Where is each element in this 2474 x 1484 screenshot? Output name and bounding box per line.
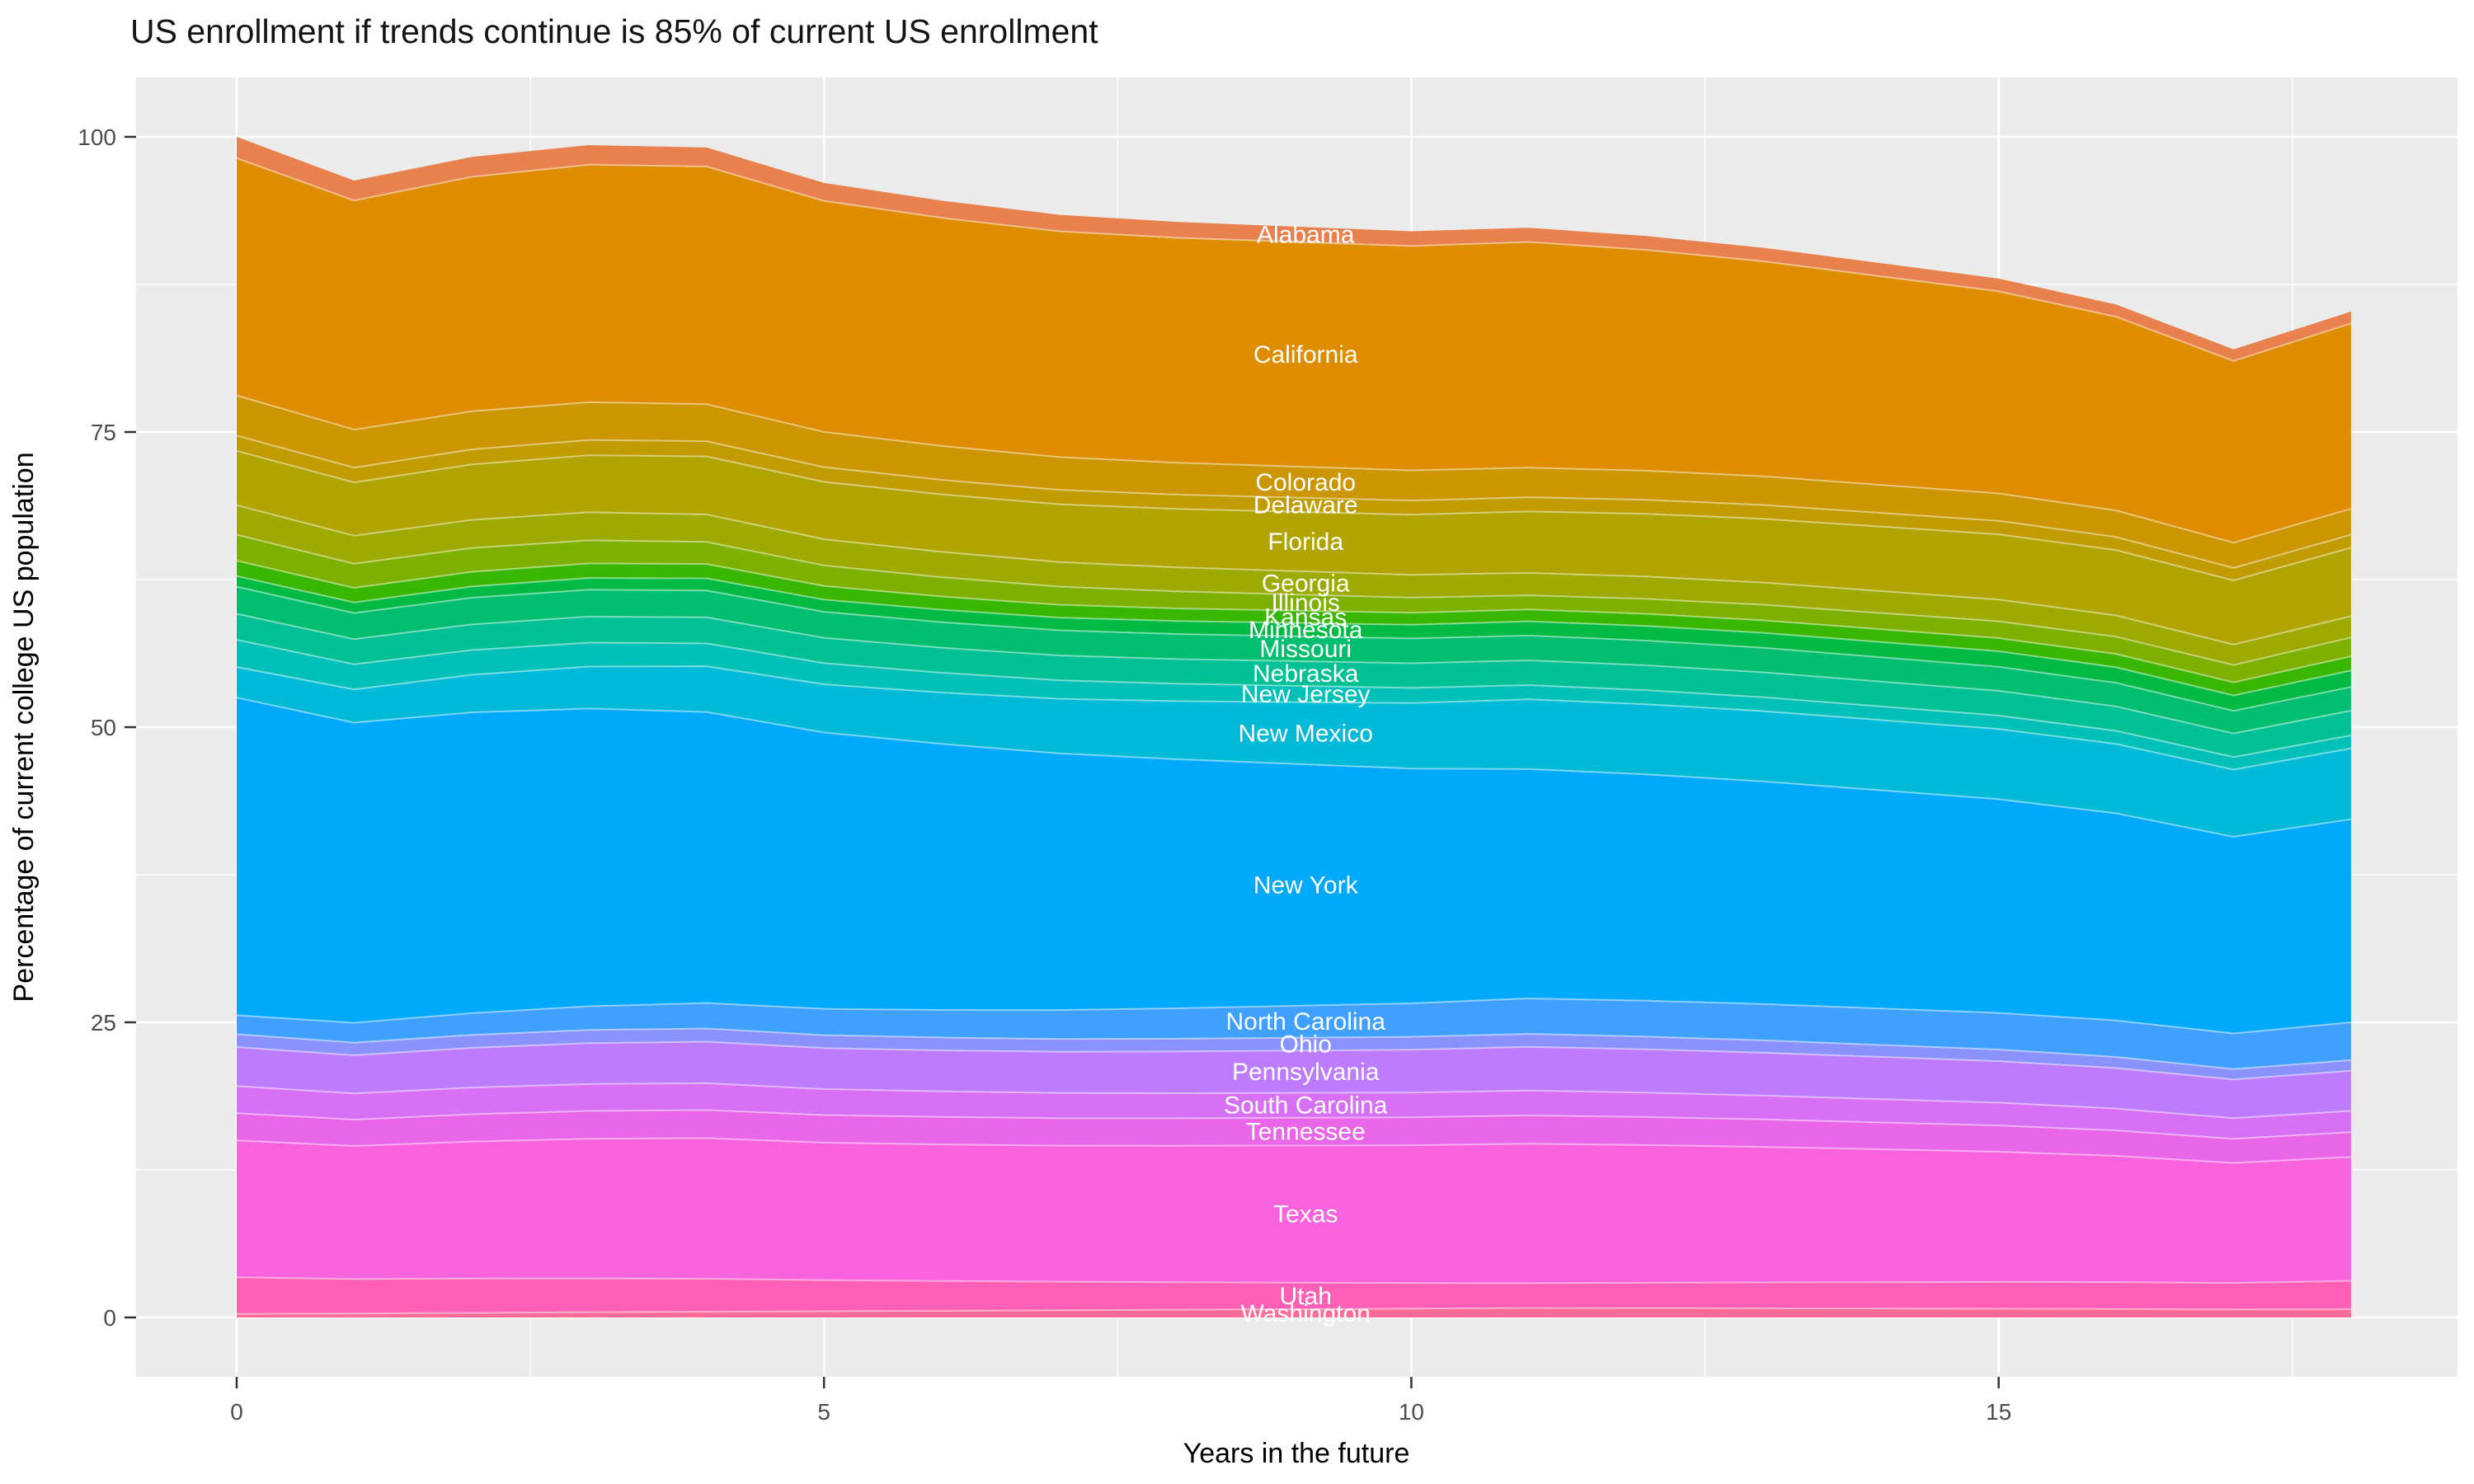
- state-area: [237, 505, 2351, 665]
- state-label: Washington: [1241, 1300, 1371, 1327]
- state-area: [237, 697, 2351, 1034]
- state-label: Texas: [1273, 1201, 1338, 1228]
- state-area: [237, 666, 2351, 837]
- state-boundary: [236, 449, 2352, 582]
- state-area: [237, 435, 2351, 580]
- state-label: Delaware: [1253, 491, 1358, 519]
- state-area: [237, 998, 2351, 1069]
- state-label: New Mexico: [1239, 720, 1373, 747]
- state-label: Nebraska: [1253, 660, 1359, 688]
- axis-tick-labels: 0 5 10 15 0 25 50 75 100: [78, 124, 2011, 1425]
- state-area: [237, 1277, 2351, 1314]
- state-area: [237, 1110, 2351, 1163]
- state-label: Utah: [1280, 1283, 1332, 1310]
- state-boundary: [236, 533, 2352, 666]
- state-area: [237, 450, 2351, 645]
- state-boundary: [236, 585, 2352, 712]
- x-tick-label: 0: [230, 1399, 243, 1425]
- state-area: [237, 640, 2351, 770]
- state-boundary: [236, 665, 2352, 771]
- x-tick-label: 15: [1986, 1399, 2011, 1425]
- state-area: [237, 1138, 2351, 1284]
- state-area: [237, 1041, 2351, 1119]
- state-label: Florida: [1268, 528, 1343, 556]
- state-label: Pennsylvania: [1232, 1059, 1380, 1086]
- state-label: Kansas: [1264, 603, 1347, 631]
- state-boundary: [236, 1307, 2351, 1315]
- chart-title: US enrollment if trends continue is 85% …: [130, 12, 1098, 50]
- state-label: Alabama: [1257, 222, 1355, 249]
- y-tick-label: 0: [103, 1305, 116, 1331]
- state-label: New Jersey: [1241, 681, 1371, 708]
- x-tick-label: 10: [1399, 1399, 1424, 1425]
- stacked-areas: [237, 137, 2351, 1317]
- state-label: North Carolina: [1225, 1008, 1385, 1036]
- state-label: Illinois: [1272, 589, 1340, 617]
- state-boundary: [236, 1137, 2351, 1164]
- state-area: [237, 1082, 2351, 1139]
- x-axis-title: Years in the future: [1183, 1438, 1410, 1469]
- state-label: Missouri: [1259, 636, 1352, 663]
- x-tick-label: 5: [817, 1399, 830, 1425]
- state-boundary: [236, 1040, 2351, 1081]
- state-label: California: [1253, 341, 1358, 369]
- state-label: South Carolina: [1224, 1092, 1388, 1120]
- state-boundary: [236, 394, 2352, 544]
- y-tick-label: 100: [78, 124, 116, 150]
- state-boundary: [236, 997, 2352, 1035]
- state-boundary: [236, 434, 2352, 569]
- state-boundary: [236, 504, 2352, 646]
- state-area: [237, 395, 2351, 568]
- state-area: [237, 1028, 2351, 1080]
- state-area: [237, 1308, 2351, 1317]
- state-boundary: [236, 1027, 2351, 1070]
- state-area: [237, 586, 2351, 734]
- state-boundary: [236, 560, 2352, 683]
- state-label: Minnesota: [1249, 617, 1363, 644]
- area-boundary-lines: [236, 157, 2352, 1315]
- state-label: Ohio: [1280, 1031, 1332, 1058]
- state-boundary: [236, 697, 2352, 838]
- state-area: [237, 157, 2351, 543]
- state-boundary: [236, 1082, 2351, 1120]
- axis-ticks: [125, 135, 2000, 1388]
- state-label: New York: [1253, 871, 1359, 899]
- state-boundary: [236, 157, 2352, 362]
- y-tick-label: 75: [91, 420, 116, 445]
- state-area: [237, 613, 2351, 758]
- state-label: Colorado: [1255, 469, 1356, 496]
- state-boundary: [236, 639, 2352, 758]
- state-label: Tennessee: [1246, 1119, 1366, 1146]
- state-area: [237, 534, 2351, 683]
- y-tick-label: 25: [91, 1010, 116, 1036]
- state-boundary: [236, 1109, 2351, 1140]
- state-boundary: [236, 575, 2352, 697]
- state-boundary: [236, 1276, 2351, 1284]
- y-axis-title: Percentage of current college US populat…: [8, 452, 40, 1002]
- state-boundary: [236, 613, 2352, 735]
- state-label: Georgia: [1262, 570, 1350, 597]
- y-tick-label: 50: [91, 715, 116, 740]
